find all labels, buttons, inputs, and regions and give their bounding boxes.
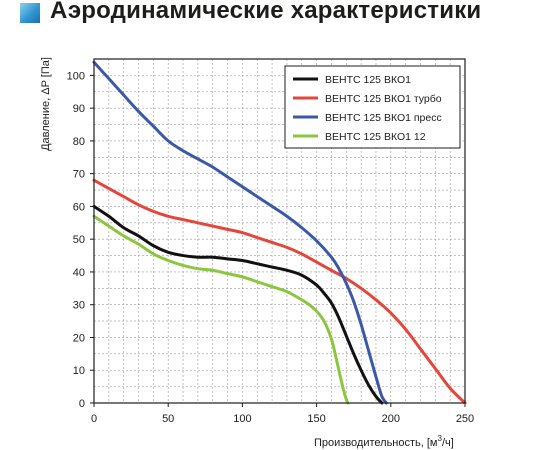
x-axis-title: Производительность, [м3/ч] <box>314 434 454 449</box>
series-layer <box>92 60 467 405</box>
x-tick-label: 50 <box>162 413 174 425</box>
y-tick-label: 60 <box>73 201 85 213</box>
y-tick-label: 70 <box>73 169 85 181</box>
y-tick-label: 50 <box>73 234 85 246</box>
chart-header: Аэродинамические характеристики <box>0 0 550 40</box>
legend-label: ВЕНТС 125 ВКО1 <box>325 74 411 86</box>
y-tick-label: 0 <box>79 398 85 410</box>
axis-ticks: 0 50 100 150 200 250 0 10 20 30 40 50 60 70 80 90 100 <box>67 70 475 425</box>
y-tick-label: 20 <box>73 332 85 344</box>
x-tick-label: 150 <box>307 413 325 425</box>
y-tick-label: 10 <box>73 365 85 377</box>
title-marker-square <box>20 3 40 23</box>
series-line <box>92 204 384 405</box>
x-axis-title-tail: /ч] <box>442 437 454 449</box>
legend-label: ВЕНТС 125 ВКО1 турбо <box>325 93 442 105</box>
y-tick-label: 30 <box>73 300 85 312</box>
legend-label: ВЕНТС 125 ВКО1 пресс <box>325 112 442 124</box>
y-tick-label: 100 <box>67 70 85 82</box>
y-axis-title: Давление, ΔP [Па] <box>40 57 52 151</box>
x-axis-title-main: Производительность, [м <box>314 437 438 449</box>
y-tick-label: 80 <box>73 136 85 148</box>
series-line <box>92 214 350 405</box>
legend-label: ВЕНТС 125 ВКО1 12 <box>325 131 426 143</box>
x-tick-label: 0 <box>91 413 97 425</box>
x-tick-label: 100 <box>233 413 251 425</box>
x-axis-title-sup: 3 <box>438 434 443 443</box>
chart-legend: ВЕНТС 125 ВКО1 ВЕНТС 125 ВКО1 турбо ВЕНТС … <box>284 65 461 149</box>
series-line <box>92 178 467 405</box>
series-line <box>92 60 388 405</box>
chart-title: Аэродинамические характеристики <box>50 0 482 24</box>
plot-border <box>93 58 466 404</box>
y-tick-label: 90 <box>73 103 85 115</box>
x-tick-label: 200 <box>382 413 400 425</box>
y-tick-label: 40 <box>73 267 85 279</box>
plot-frame <box>93 58 466 404</box>
x-tick-label: 250 <box>456 413 474 425</box>
